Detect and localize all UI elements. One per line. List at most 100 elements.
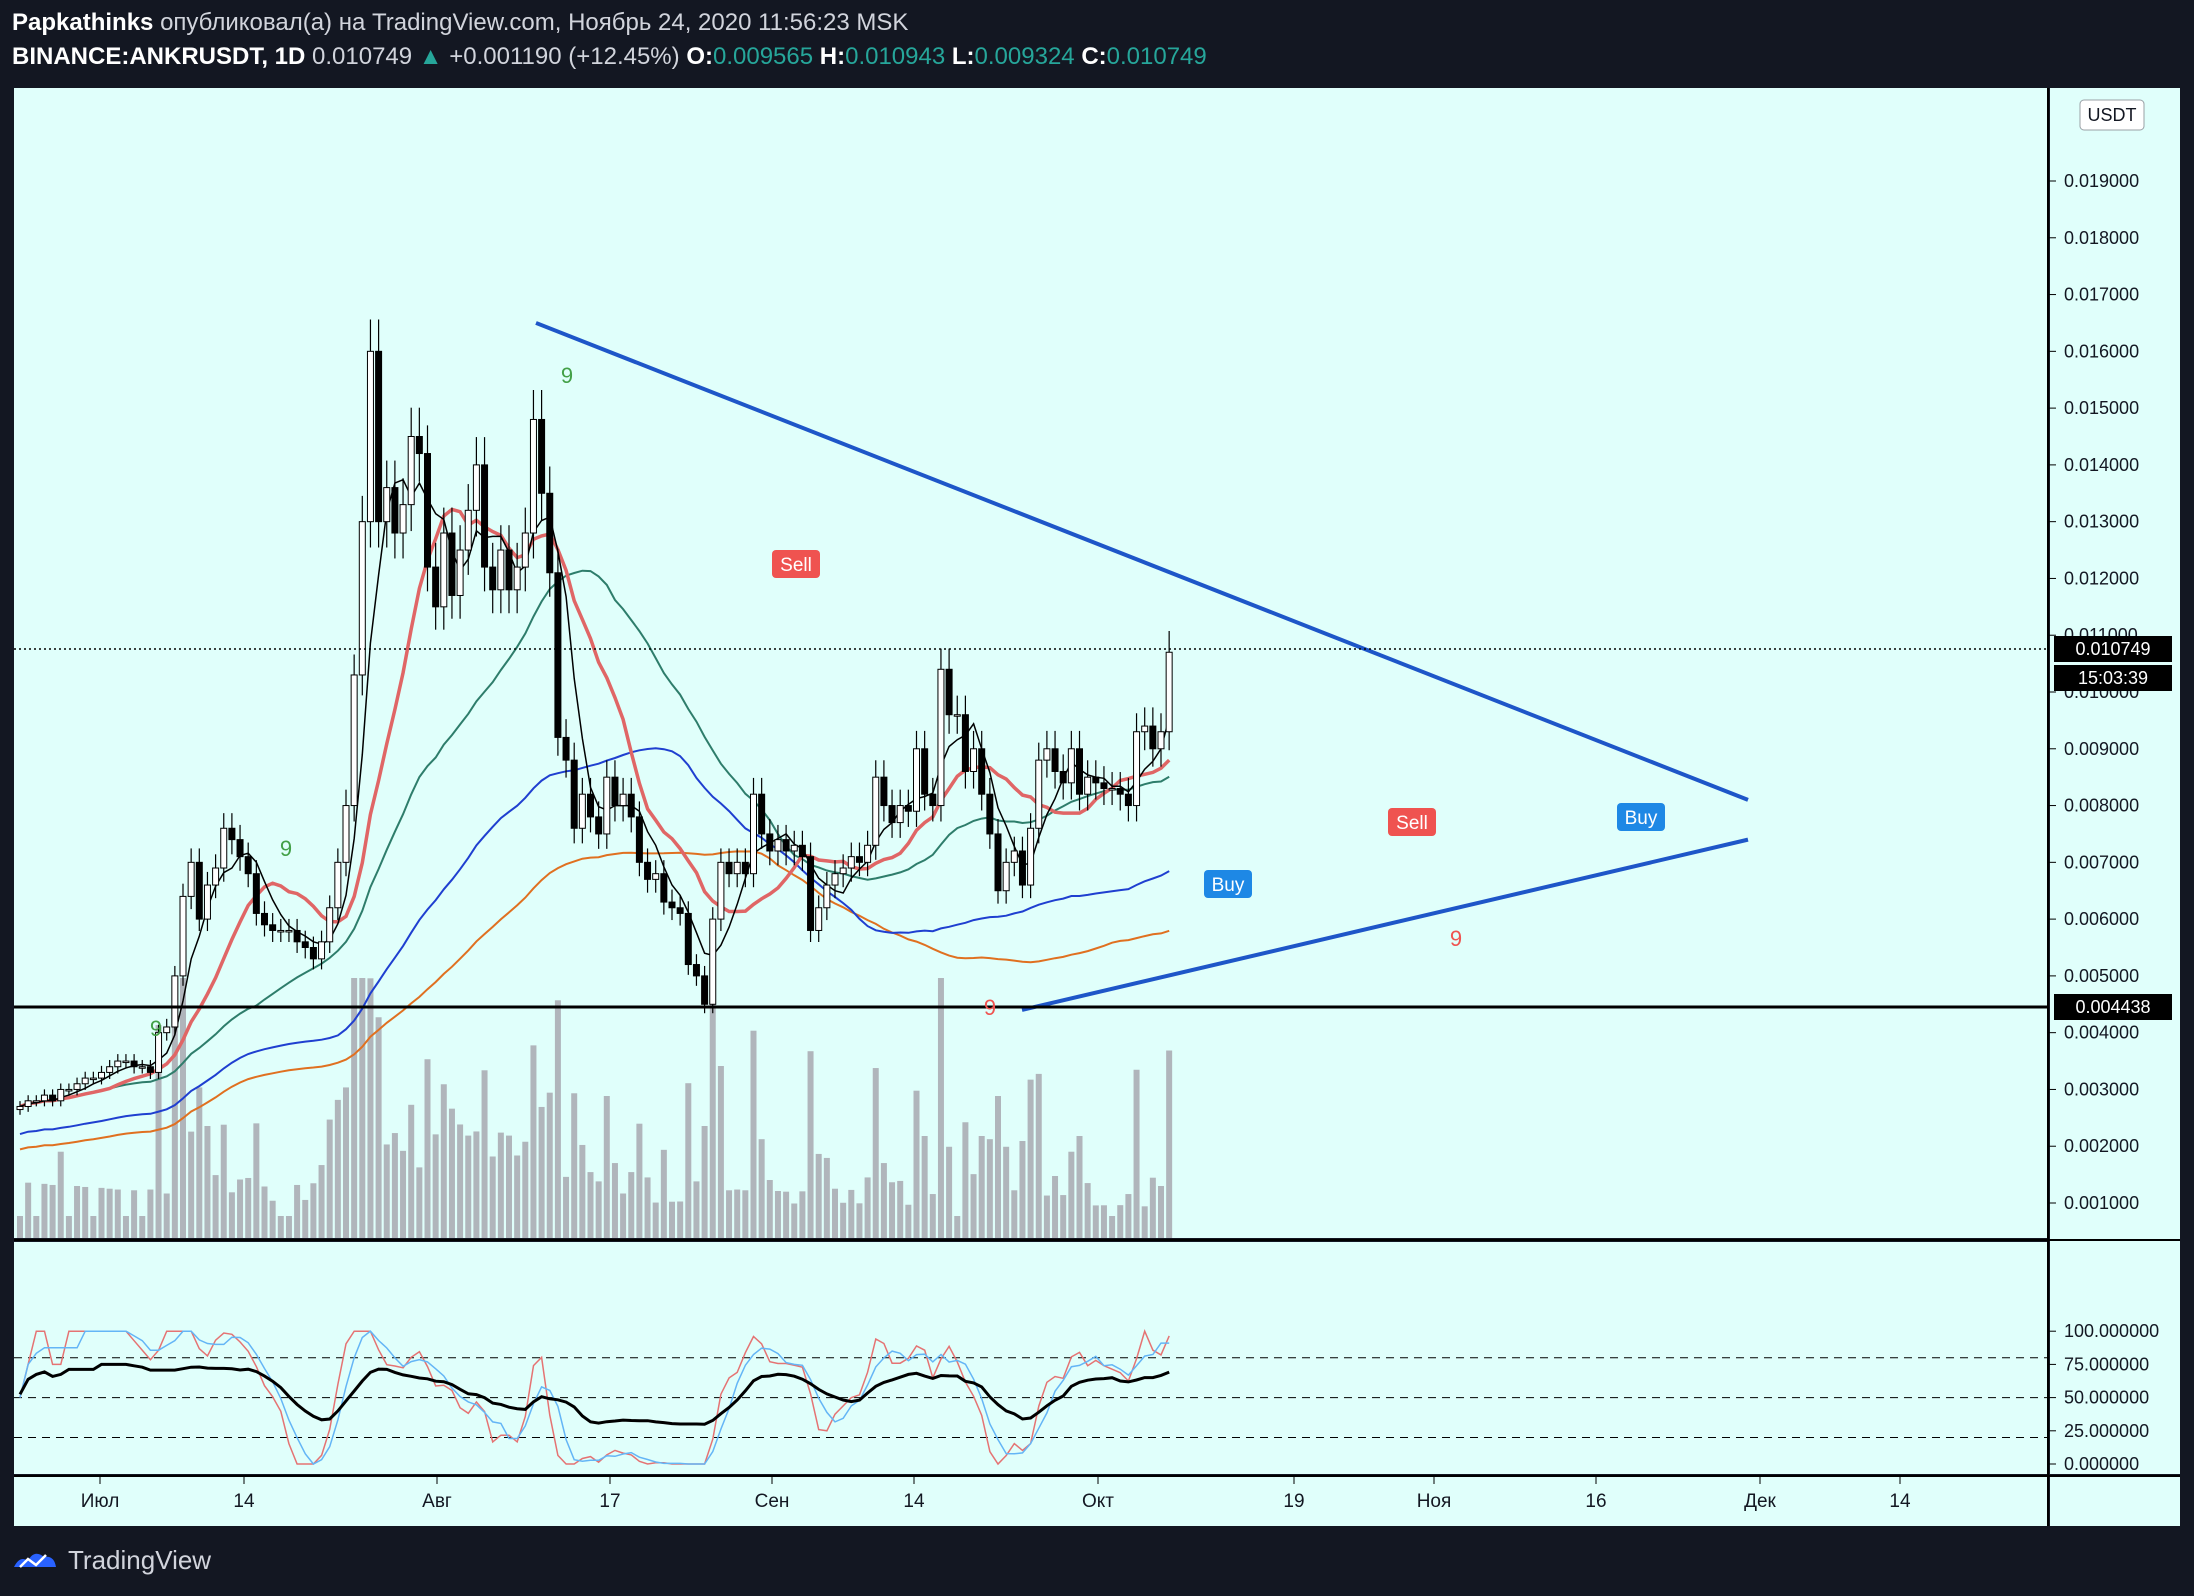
volume-bar (734, 1189, 741, 1238)
candle-body (595, 816, 603, 835)
candle-body (448, 532, 456, 596)
candle-body (383, 487, 391, 523)
price-tick-label: 0.018000 (2064, 228, 2139, 248)
volume-bar (717, 1066, 724, 1238)
time-tick-label: 14 (903, 1491, 925, 1512)
candle-body (163, 1026, 171, 1034)
candle-body (978, 748, 986, 795)
price-tick-label: 0.008000 (2064, 796, 2139, 816)
candle-body (660, 873, 668, 903)
candle-body (114, 1060, 122, 1068)
volume-bar (1043, 1195, 1050, 1238)
candle-body (1124, 793, 1132, 807)
candle-body (921, 748, 929, 795)
candle-body (717, 861, 725, 920)
volume-bar (228, 1192, 235, 1238)
volume-bar (872, 1068, 879, 1238)
volume-bar (905, 1204, 912, 1238)
volume-bar (285, 1216, 292, 1238)
close-label: C: (1081, 43, 1107, 70)
candle-body (1076, 748, 1083, 795)
candle-body (644, 861, 652, 880)
candle-body (1116, 788, 1124, 795)
trendlines (535, 321, 1749, 1012)
volume-bar (457, 1124, 464, 1238)
candle-body (277, 929, 285, 933)
currency-label: USDT (2088, 105, 2137, 125)
price-pane[interactable] (14, 88, 2048, 1238)
volume-bar (571, 1093, 578, 1238)
candle-body (619, 793, 627, 807)
symbol-label[interactable]: BINANCE:ANKRUSDT, 1D (12, 43, 306, 70)
volume-bar (554, 1000, 561, 1238)
candle-body (1141, 725, 1149, 733)
candle-body (994, 833, 1002, 892)
candle-body (546, 492, 554, 574)
buy-signal-1 (1204, 870, 1252, 898)
osc-tick-label: 100.000000 (2064, 1321, 2159, 1341)
candle-body (961, 714, 969, 772)
volume-bar (685, 1083, 692, 1238)
volume-bar (1035, 1073, 1042, 1238)
candle-body (529, 418, 537, 534)
time-ticks: Июл 14 Авг 17 Сен 14 Окт 19 Ноя 16 Дек 14 (81, 1476, 1911, 1512)
chart-header: Papkathinks опубликовал(а) на TradingVie… (12, 6, 2182, 86)
volume-bar (1158, 1186, 1164, 1238)
volume-bar (220, 1124, 227, 1238)
volume-bar (880, 1163, 887, 1238)
candle-body (1165, 651, 1173, 733)
candle-body (913, 748, 920, 812)
candle-body (489, 566, 497, 591)
author-name[interactable]: Papkathinks (12, 9, 154, 36)
candle-body (782, 839, 790, 852)
open-value: 0.009565 (712, 43, 814, 70)
volume-bar (147, 1189, 154, 1238)
volume-bar (253, 1123, 260, 1238)
candle-body (16, 1105, 24, 1111)
volume-bar (1027, 1079, 1034, 1238)
candle-body (24, 1100, 32, 1107)
currency-button[interactable] (2079, 99, 2145, 131)
price-tick-label: 0.004000 (2064, 1023, 2139, 1043)
volume-bar (530, 1045, 537, 1238)
candle-body (807, 856, 815, 931)
price-tick-label: 0.009000 (2064, 739, 2139, 759)
candle-body (309, 946, 317, 960)
volume-bar (1109, 1216, 1116, 1238)
volume-bar (929, 1194, 936, 1238)
volume-bar (538, 1106, 545, 1238)
volume-bar (514, 1155, 521, 1238)
volume-bar (636, 1123, 643, 1238)
volume-bar (367, 978, 374, 1238)
candles-layer (16, 319, 1173, 1115)
volume-bar (1117, 1205, 1124, 1238)
candle-body (1051, 748, 1059, 772)
volume-bar (669, 1201, 675, 1238)
candle-body (1092, 776, 1100, 784)
brand-name[interactable]: TradingView (68, 1544, 212, 1575)
tradingview-logo-icon[interactable] (12, 1545, 58, 1575)
volume-bar (807, 1051, 814, 1238)
volume-bar (261, 1186, 268, 1238)
candle-body (1108, 788, 1116, 791)
volume-bar (155, 1025, 162, 1238)
candle-body (904, 805, 912, 812)
candle-body (1035, 759, 1043, 829)
volume-bar (1092, 1205, 1099, 1238)
volume-bar (913, 1090, 920, 1238)
candle-body (953, 714, 961, 717)
volume-bar (171, 1018, 178, 1238)
candle-body (472, 464, 480, 511)
candle-body (562, 736, 570, 761)
candle-body (98, 1071, 105, 1079)
price-axis[interactable] (2050, 88, 2180, 1474)
volume-bar (563, 1176, 570, 1238)
candle-body (1010, 850, 1018, 863)
published-text: опубликовал(а) на TradingView.com, Ноябр… (160, 9, 909, 36)
candle-body (798, 844, 806, 858)
volume-bar (465, 1135, 472, 1238)
footer: TradingView (12, 1540, 211, 1580)
time-axis[interactable] (14, 1476, 2048, 1526)
ema-red-line (19, 507, 1171, 1109)
